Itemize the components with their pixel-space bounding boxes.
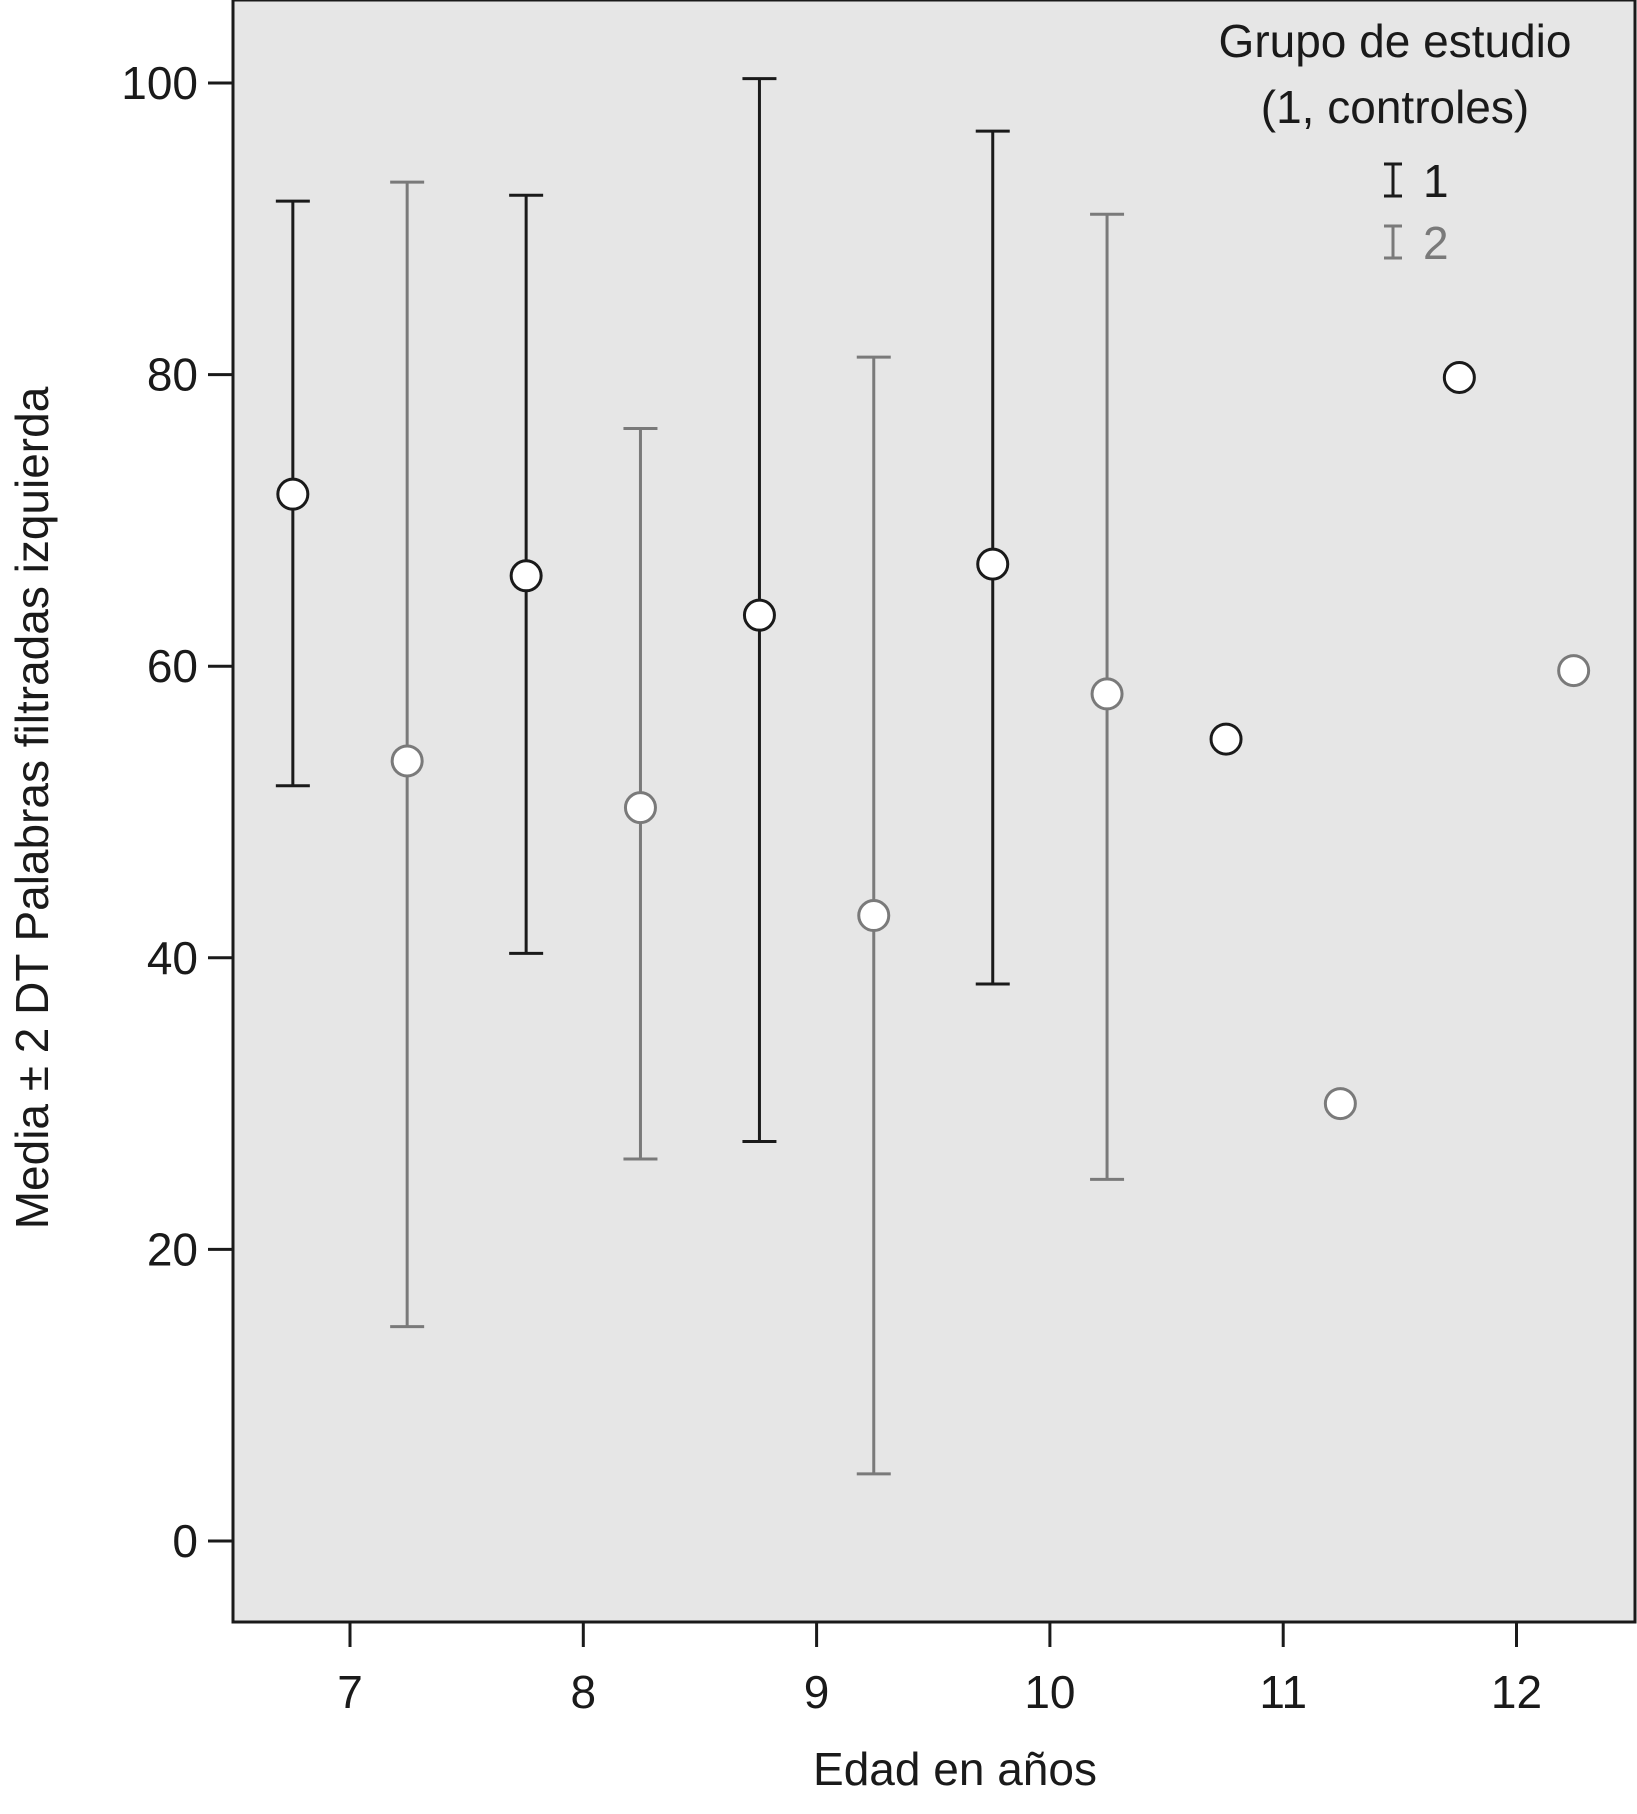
mean-point (1323, 1087, 1357, 1121)
series-1 (275, 77, 1476, 1144)
legend-title-line1: Grupo de estudio (1219, 15, 1572, 67)
legend: Grupo de estudio (1, controles) 1 2 (1219, 15, 1572, 269)
mean-point (1442, 361, 1476, 395)
series-2 (390, 180, 1591, 1476)
y-tick-label: 100 (121, 57, 198, 109)
x-tick-label: 9 (804, 1666, 830, 1718)
mean-point (276, 477, 310, 511)
mean-point (1090, 677, 1124, 711)
mean-point (1557, 654, 1591, 688)
plot-area (231, 0, 1637, 1624)
mean-point (742, 598, 776, 632)
mean-point (976, 547, 1010, 581)
x-axis-title: Edad en años (813, 1743, 1097, 1795)
mean-point (390, 744, 424, 778)
mean-point (509, 559, 543, 593)
x-tick-label: 10 (1024, 1666, 1075, 1718)
mean-point (1209, 722, 1243, 756)
x-tick-label: 7 (337, 1666, 363, 1718)
y-axis-title: Media ± 2 DT Palabras filtradas izquierd… (6, 386, 58, 1229)
y-tick-label: 80 (147, 349, 198, 401)
x-tick-label: 12 (1491, 1666, 1542, 1718)
series-layer (275, 77, 1591, 1476)
x-axis: 7 8 9 10 11 12 (337, 1622, 1542, 1718)
mean-point (623, 791, 657, 825)
legend-entry-label: 2 (1423, 217, 1449, 269)
legend-entry-label: 1 (1423, 155, 1449, 207)
legend-title-line2: (1, controles) (1261, 81, 1529, 133)
y-tick-label: 40 (147, 932, 198, 984)
x-tick-label: 11 (1259, 1666, 1307, 1718)
y-tick-label: 60 (147, 640, 198, 692)
mean-point (857, 899, 891, 933)
y-tick-label: 20 (147, 1223, 198, 1275)
y-tick-label: 0 (172, 1515, 198, 1567)
y-axis: 0 20 40 60 80 100 (121, 57, 233, 1567)
x-tick-label: 8 (571, 1666, 597, 1718)
